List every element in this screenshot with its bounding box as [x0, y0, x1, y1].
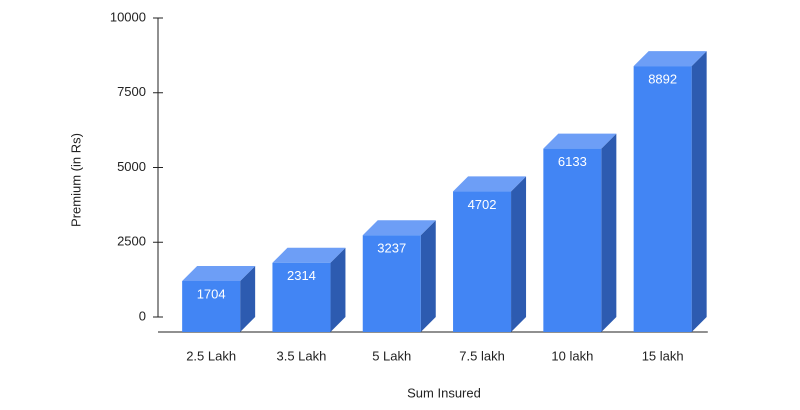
bar-front — [543, 148, 602, 332]
bar-side — [420, 220, 436, 332]
x-tick-label: 10 lakh — [551, 348, 593, 363]
bar-front — [453, 191, 512, 332]
bar-front — [272, 262, 331, 332]
x-tick-label: 2.5 Lakh — [186, 348, 236, 363]
bar-side — [601, 133, 617, 332]
value-label: 6133 — [558, 154, 587, 169]
y-axis-label: Premium (in Rs) — [68, 133, 83, 227]
bar-top — [362, 220, 436, 236]
bar — [633, 51, 707, 332]
x-axis-label: Sum Insured — [407, 385, 481, 400]
bar-side — [330, 247, 346, 332]
bar-top — [272, 247, 346, 263]
x-tick-label: 7.5 lakh — [459, 348, 505, 363]
x-tick-label: 3.5 Lakh — [277, 348, 327, 363]
bar — [272, 247, 346, 332]
x-tick-label: 15 lakh — [642, 348, 684, 363]
bar — [362, 220, 436, 332]
bar-top — [182, 266, 256, 282]
bar-side — [691, 51, 707, 332]
value-label: 4702 — [468, 197, 497, 212]
y-tick-label: 0 — [139, 308, 146, 323]
bar-top — [633, 51, 707, 67]
value-label: 2314 — [287, 268, 316, 283]
x-tick-label: 5 Lakh — [372, 348, 411, 363]
y-tick-label: 10000 — [110, 9, 146, 24]
value-label: 8892 — [648, 72, 677, 87]
y-tick-label: 2500 — [117, 234, 146, 249]
y-tick-label: 7500 — [117, 84, 146, 99]
y-tick-label: 5000 — [117, 159, 146, 174]
bar — [182, 266, 256, 332]
value-label: 1704 — [197, 286, 226, 301]
value-label: 3237 — [377, 241, 406, 256]
bar-top — [543, 133, 617, 149]
bar-top — [453, 176, 527, 192]
bar-front — [362, 235, 421, 332]
bar — [543, 133, 617, 332]
bar-side — [240, 266, 256, 332]
bar-front — [633, 66, 692, 332]
bar-front — [182, 281, 241, 332]
bar-side — [511, 176, 527, 332]
bar — [453, 176, 527, 332]
